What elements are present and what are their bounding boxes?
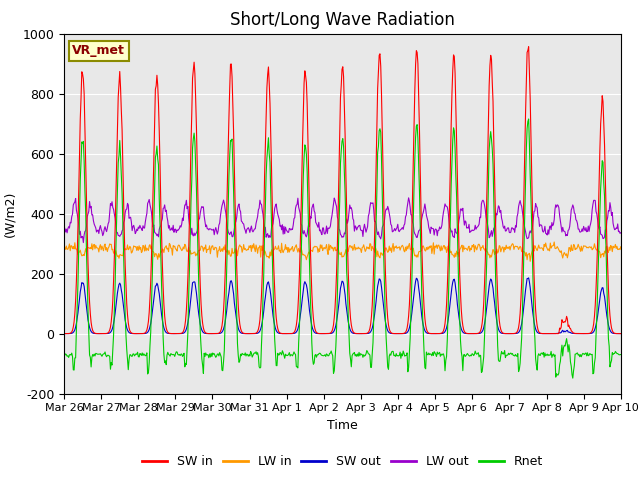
LW in [214,254,221,260]
LW out [128,228,136,233]
SW in [184,274,192,279]
SW out [579,331,587,336]
Line: LW in: LW in [64,242,621,261]
Y-axis label: (W/m2): (W/m2) [4,191,17,237]
Line: SW out: SW out [64,278,621,334]
LW out [185,216,193,221]
Rnet [410,185,418,191]
LW in [60,249,68,255]
SW in [127,330,135,336]
Title: Short/Long Wave Radiation: Short/Long Wave Radiation [230,11,455,29]
Rnet [426,351,434,357]
LW out [428,226,436,231]
SW out [426,331,434,336]
Rnet [70,367,78,373]
LW in [70,246,78,252]
Rnet [184,329,192,335]
LW in [184,248,192,253]
Line: Rnet: Rnet [64,119,621,378]
SW out [70,328,78,334]
SW in [617,331,625,336]
Rnet [60,350,68,356]
Rnet [569,375,577,381]
SW in [70,319,78,325]
LW in [410,250,418,256]
LW in [127,250,135,256]
SW out [525,275,532,281]
LW out [617,230,625,236]
Rnet [214,351,221,357]
LW in [617,244,625,250]
SW out [617,331,625,336]
LW out [412,232,419,238]
Text: VR_met: VR_met [72,44,125,58]
Rnet [525,116,532,122]
SW out [60,331,68,336]
SW out [184,320,192,325]
Legend: SW in, LW in, SW out, LW out, Rnet: SW in, LW in, SW out, LW out, Rnet [137,450,548,473]
Rnet [127,353,135,359]
LW in [526,258,534,264]
LW out [404,195,412,201]
SW in [214,331,221,336]
SW in [543,331,551,336]
SW out [410,291,418,297]
SW in [525,44,532,49]
SW in [426,331,434,336]
SW out [127,331,135,336]
SW out [214,331,221,336]
Rnet [617,352,625,358]
LW out [79,240,87,245]
LW in [550,239,558,245]
Line: SW in: SW in [64,47,621,334]
SW in [60,331,68,336]
LW out [214,228,222,234]
Line: LW out: LW out [64,198,621,242]
LW out [60,230,68,236]
LW in [426,245,434,251]
SW in [410,123,418,129]
X-axis label: Time: Time [327,419,358,432]
LW out [70,200,78,206]
